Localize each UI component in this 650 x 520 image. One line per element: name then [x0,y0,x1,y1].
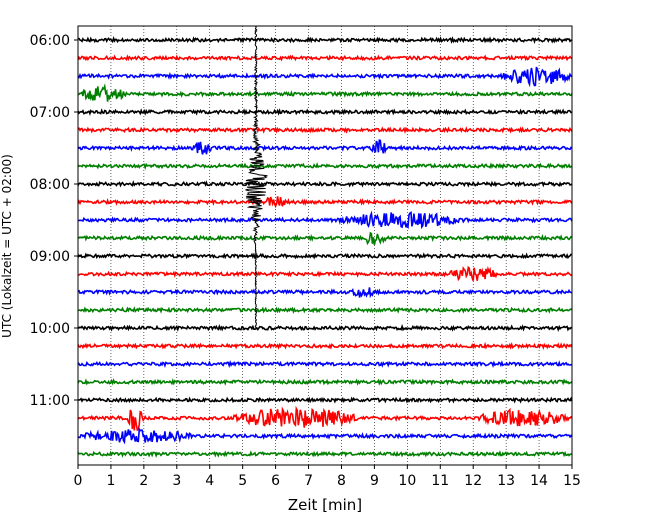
y-tick-label: 09:00 [30,249,70,265]
x-tick-label: 14 [530,473,548,489]
trace-line [77,323,573,332]
trace-line [77,126,573,134]
trace-line [77,66,573,88]
trace-line [77,306,573,314]
y-tick-label: 06:00 [30,33,70,49]
earthquake-event-trace [243,25,269,328]
trace-line [77,139,573,155]
trace-line [77,426,573,445]
trace-line [77,396,573,404]
x-tick-label: 12 [464,473,482,489]
trace-line [77,210,573,230]
plot-frame [77,25,573,466]
trace-line [77,287,573,299]
x-tick-label: 3 [172,473,181,489]
trace-line [77,180,573,188]
trace-line [77,252,572,260]
x-tick-label: 0 [74,473,83,489]
trace-line [77,231,573,246]
x-tick-label: 6 [271,473,280,489]
x-tick-label: 1 [106,473,115,489]
trace-line [77,360,573,369]
trace-line [77,341,573,350]
y-tick-label: 07:00 [30,105,70,121]
x-tick-label: 13 [497,473,515,489]
x-tick-label: 2 [139,473,148,489]
trace-line [78,265,573,282]
x-tick-label: 10 [398,473,416,489]
trace-line [78,83,573,102]
trace-line [77,196,573,209]
x-axis-label: Zeit [min] [288,496,362,514]
x-tick-label: 9 [370,473,379,489]
trace-line [77,54,573,62]
grid-lines [110,26,540,465]
trace-line [77,378,573,386]
x-axis-ticks: 0 1 2 3 4 5 6 7 8 9 10 11 12 13 14 15 [74,465,581,489]
x-tick-label: 15 [563,473,581,489]
y-tick-label: 08:00 [30,177,70,193]
x-tick-label: 11 [431,473,449,489]
y-tick-label: 10:00 [30,321,70,337]
trace-line [78,36,573,45]
trace-line [77,108,572,116]
x-tick-label: 8 [337,473,346,489]
trace-line [77,405,573,432]
x-tick-label: 5 [238,473,247,489]
y-tick-label: 11:00 [30,393,70,409]
x-tick-label: 4 [205,473,214,489]
seismic-traces [77,36,573,459]
trace-line [77,162,573,171]
trace-line [77,450,573,459]
x-tick-label: 7 [304,473,313,489]
y-axis-label: UTC (Lokalzeit = UTC + 02:00) [0,154,14,338]
y-axis-ticks: 06:00 07:00 08:00 09:00 10:00 11:00 [30,33,78,409]
